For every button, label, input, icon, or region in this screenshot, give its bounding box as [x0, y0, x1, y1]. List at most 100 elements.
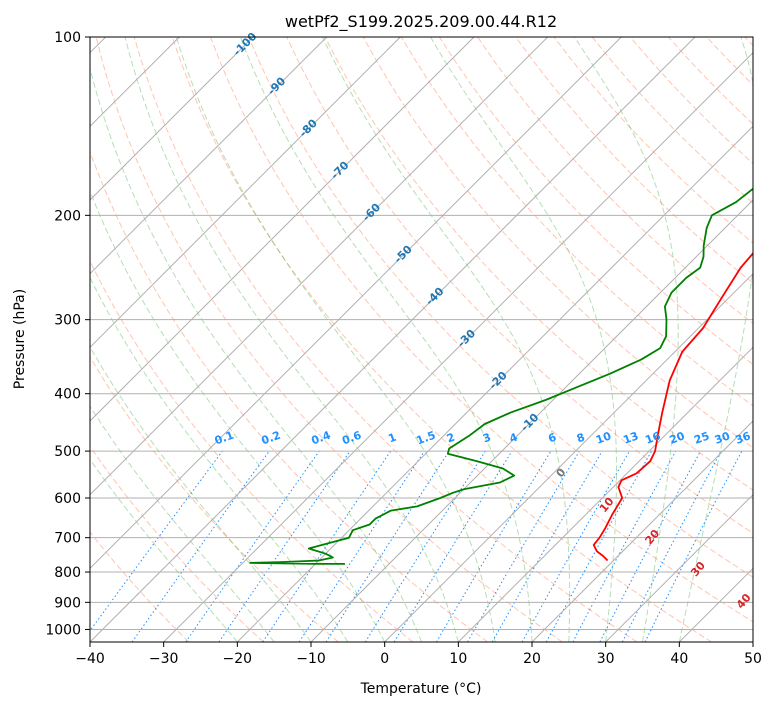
x-tick-label: 40	[670, 651, 688, 667]
isotherm-line	[90, 37, 696, 642]
x-tick-label: 0	[380, 651, 389, 667]
mixing-ratio-line	[298, 450, 425, 642]
dry-adiabat	[400, 37, 753, 407]
isotherm-line	[605, 493, 753, 642]
mixing-ratio-line	[572, 450, 677, 642]
isotherm-line	[90, 37, 401, 349]
dry-adiabat	[90, 356, 339, 642]
mixing-ratio-label: 2	[445, 431, 457, 446]
dry-adiabat	[248, 37, 753, 578]
mixing-ratio-label: 10	[594, 429, 613, 447]
dewpoint-profile	[249, 187, 753, 565]
moist-adiabat	[678, 37, 753, 642]
chart-title: wetPf2_S199.2025.209.00.44.R12	[285, 12, 557, 32]
moist-adiabats	[90, 37, 753, 642]
mixing-ratio-label: 20	[668, 429, 687, 447]
mixing-ratio-line	[521, 450, 630, 642]
mixing-ratio-label: 0.1	[213, 429, 236, 448]
mixing-ratio-label: 1.5	[415, 429, 438, 448]
mixing-ratio-label: 25	[692, 429, 711, 446]
moist-adiabat	[574, 37, 679, 642]
y-tick-label: 300	[54, 313, 81, 329]
axes: −40 −30 −20 −10 0 10 20 30 40 5010020030040050060…	[45, 30, 762, 667]
isotherm-line	[90, 37, 254, 201]
isotherm-line	[90, 37, 328, 275]
mixing-ratio-line	[218, 450, 351, 642]
y-tick-label: 700	[54, 531, 81, 547]
mixing-ratio-label: 0.6	[340, 428, 363, 447]
y-tick-label: 900	[54, 595, 81, 611]
y-tick-label: 200	[54, 208, 81, 224]
moist-adiabat	[430, 37, 617, 642]
dry-adiabat	[210, 37, 753, 623]
moist-adiabat	[90, 276, 349, 642]
mixing-ratio-line	[131, 450, 270, 642]
y-tick-label: 800	[54, 565, 81, 581]
mixing-ratio-label: 8	[575, 431, 587, 446]
x-tick-label: −20	[223, 651, 253, 667]
y-tick-label: 100	[54, 30, 81, 46]
dry-adiabat	[90, 150, 488, 642]
isotherm-line	[163, 51, 753, 642]
isotherm-line	[457, 346, 753, 642]
pressure-grid	[90, 37, 753, 630]
dry-adiabat	[133, 37, 638, 642]
y-tick-label: 600	[54, 491, 81, 507]
isotherm-line	[531, 420, 753, 642]
mixing-ratio-label: 4	[508, 431, 520, 446]
mixing-ratio-line	[90, 450, 223, 632]
dry-adiabat	[438, 37, 753, 366]
moist-adiabat	[90, 345, 312, 642]
x-tick-label: −10	[296, 651, 326, 667]
y-tick-label: 500	[54, 444, 81, 460]
moist-adiabat	[90, 458, 238, 642]
mixing-ratio-label: 0.2	[260, 429, 283, 448]
mixing-ratio-label: 3	[481, 431, 493, 446]
moist-adiabat	[90, 189, 386, 642]
mixing-ratio-label: 36	[734, 429, 753, 447]
isotherms	[90, 37, 753, 642]
dry-adiabat	[90, 445, 264, 642]
mixing-ratio-label: 6	[546, 431, 558, 446]
x-tick-label: 50	[744, 651, 762, 667]
moist-adiabat	[124, 37, 459, 642]
mixing-ratio-label: 30	[713, 429, 732, 447]
mixing-ratio-line	[644, 450, 743, 642]
mixing-ratio-line	[545, 450, 653, 642]
x-tick-label: 10	[449, 651, 467, 667]
moist-adiabat	[239, 37, 533, 642]
mixing-ratio-label: 1	[386, 431, 398, 446]
mixing-ratio-line	[393, 450, 513, 642]
mixing-ratio-line	[185, 450, 320, 642]
isotherm-line	[310, 199, 753, 642]
dry-adiabat	[95, 37, 563, 642]
plot-area	[90, 37, 753, 642]
temperature-profile	[592, 251, 753, 562]
moist-adiabat	[90, 65, 422, 642]
dry-adiabat	[90, 531, 190, 642]
moist-adiabat	[90, 405, 275, 642]
mixing-ratio-label: 0.4	[310, 428, 333, 447]
mixing-ratio-line	[262, 450, 392, 642]
x-tick-label: 30	[597, 651, 615, 667]
isotherm-line	[90, 37, 549, 496]
moist-adiabat	[175, 37, 496, 642]
dry-adiabat	[515, 37, 753, 284]
isotherm-line	[90, 37, 475, 422]
isotherm-line	[384, 272, 753, 642]
y-tick-label: 1000	[45, 622, 81, 638]
mixing-ratio-line	[325, 450, 450, 642]
moist-adiabat	[322, 37, 571, 642]
x-tick-label: −30	[149, 651, 179, 667]
y-tick-label: 400	[54, 387, 81, 403]
isotherm-line	[90, 37, 622, 570]
mixing-ratio-lines	[90, 450, 743, 642]
y-axis-title: Pressure (hPa)	[12, 289, 28, 389]
x-tick-label: −40	[75, 651, 105, 667]
x-axis-title: Temperature (°C)	[360, 681, 482, 697]
mixing-ratio-label: 13	[621, 429, 640, 446]
mixing-ratio-label: 16	[643, 429, 662, 447]
profile-series	[249, 187, 753, 565]
